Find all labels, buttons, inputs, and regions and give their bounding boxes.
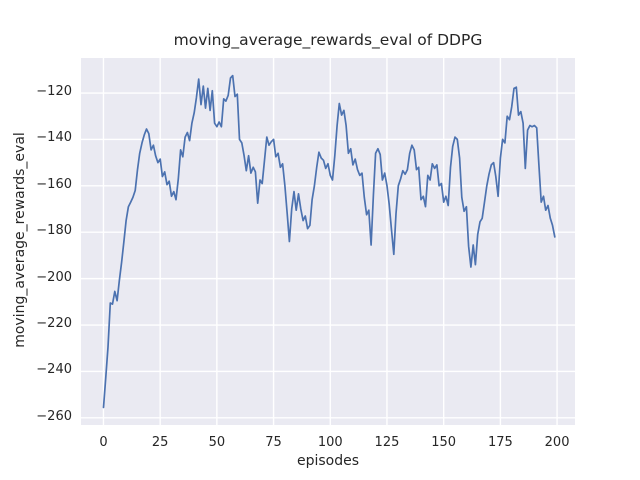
y-tick-label: −140 xyxy=(36,130,72,146)
y-tick-label: −120 xyxy=(36,84,72,100)
y-tick-label: −240 xyxy=(36,362,72,378)
x-tick-label: 50 xyxy=(208,435,226,450)
y-tick-label: −180 xyxy=(36,223,72,239)
series-line xyxy=(102,74,556,409)
x-tick-label: 175 xyxy=(487,435,513,450)
x-tick-label: 150 xyxy=(431,435,457,450)
grid-lines xyxy=(81,58,575,425)
y-tick-label: −200 xyxy=(36,269,72,285)
y-tick-label: −220 xyxy=(36,316,72,331)
x-tick-label: 75 xyxy=(265,435,282,450)
x-tick-label: 125 xyxy=(374,435,400,450)
y-tick-label: −160 xyxy=(36,176,72,192)
x-tick-label: 100 xyxy=(317,435,343,450)
y-tick-label: −260 xyxy=(36,408,72,424)
axes-background xyxy=(81,58,575,425)
x-tick-label: 25 xyxy=(151,435,169,450)
x-tick-label: 200 xyxy=(544,435,570,450)
x-axis-label: episodes xyxy=(296,453,360,469)
chart-title: moving_average_rewards_eval of DDPG xyxy=(173,31,483,49)
x-tick-label: 0 xyxy=(99,435,108,450)
